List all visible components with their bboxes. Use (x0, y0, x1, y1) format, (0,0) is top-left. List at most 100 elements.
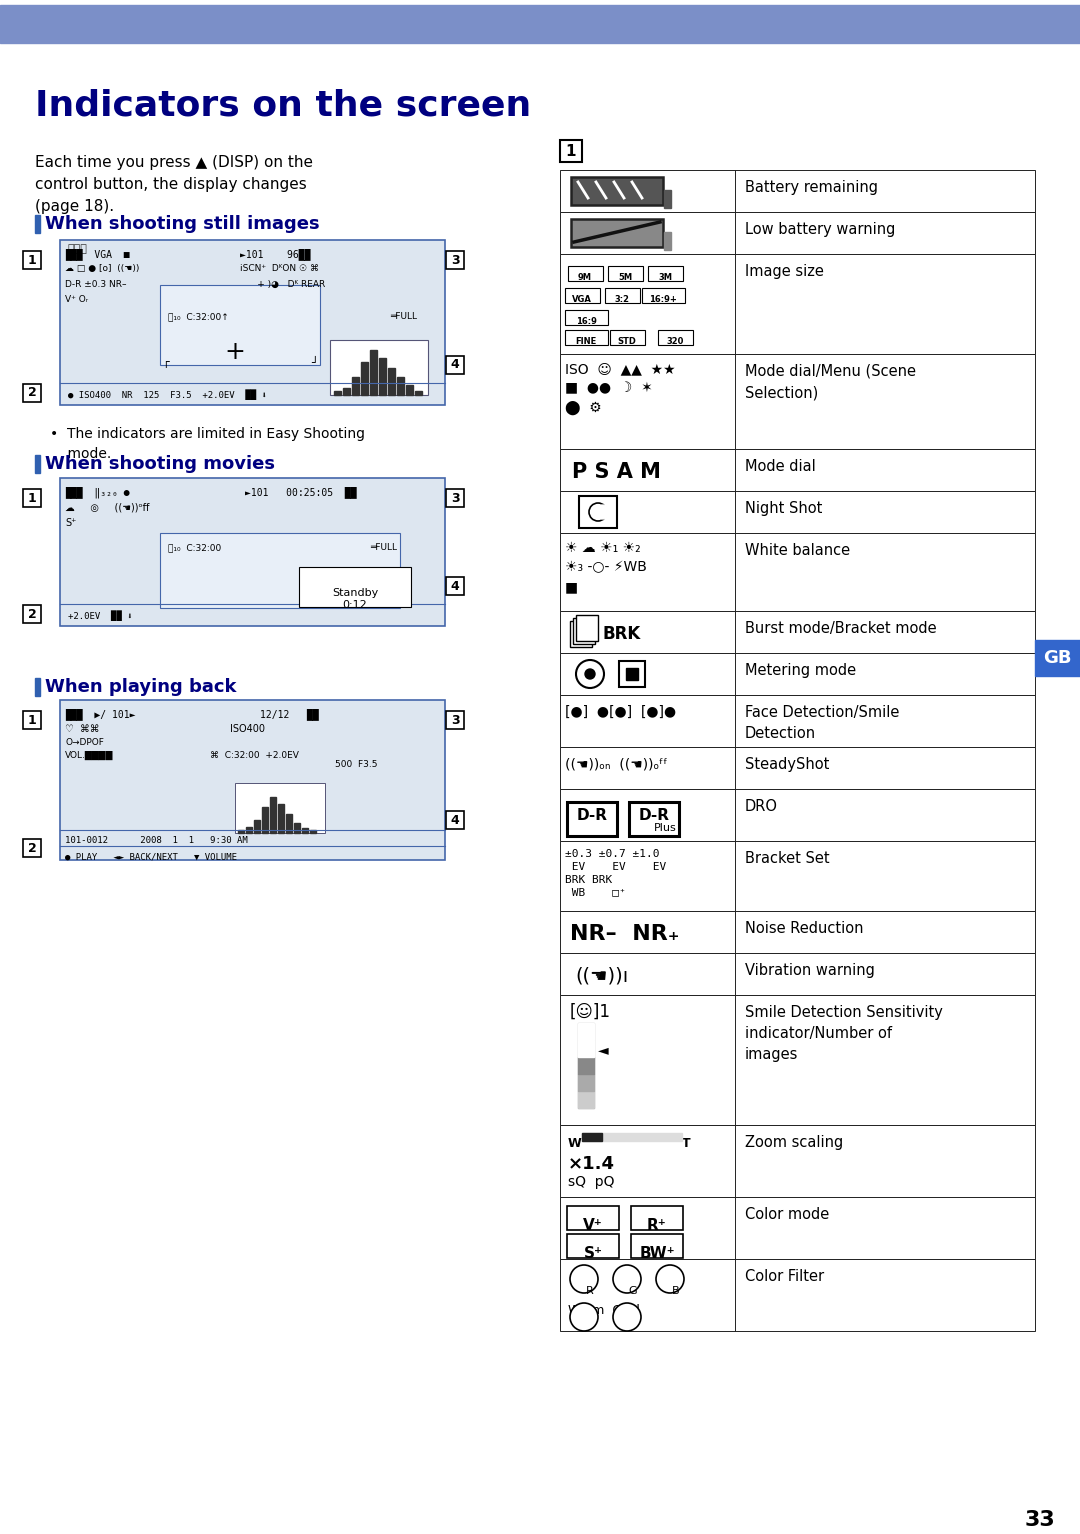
Bar (626, 667, 638, 680)
Text: Each time you press ▲ (DISP) on the
control button, the display changes
(page 18: Each time you press ▲ (DISP) on the cont… (35, 155, 313, 215)
Text: NR–  NR₊: NR– NR₊ (570, 923, 679, 943)
Bar (262, 807, 268, 833)
Circle shape (570, 1266, 598, 1293)
Bar (561, 611, 1035, 653)
Text: ═FULL: ═FULL (370, 543, 397, 552)
Text: ◄: ◄ (598, 1043, 609, 1057)
Bar (330, 341, 428, 394)
FancyBboxPatch shape (446, 252, 464, 268)
Text: Standby: Standby (332, 588, 378, 598)
Text: 1: 1 (28, 253, 37, 267)
Bar (561, 1124, 1035, 1197)
Bar (310, 830, 316, 833)
FancyBboxPatch shape (561, 140, 582, 163)
Text: 1: 1 (28, 491, 37, 505)
Text: STD: STD (618, 337, 636, 347)
Text: VGA: VGA (572, 295, 592, 304)
Bar (270, 796, 276, 833)
Text: ███  ‖₃₂₀ ●: ███ ‖₃₂₀ ● (65, 486, 130, 499)
Text: 2: 2 (28, 842, 37, 854)
Text: 4: 4 (450, 580, 459, 592)
Text: ((☚))ı: ((☚))ı (575, 966, 629, 985)
Text: 12/12   ██: 12/12 ██ (260, 709, 319, 719)
Text: Vibration warning: Vibration warning (745, 963, 875, 979)
Text: Plus: Plus (654, 824, 677, 833)
Circle shape (613, 1302, 642, 1332)
Text: •  The indicators are limited in Easy Shooting
    mode.: • The indicators are limited in Easy Sho… (50, 426, 365, 460)
Text: ☁ □ ● [o]  ((☚)): ☁ □ ● [o] ((☚)) (65, 264, 139, 273)
Bar (0, 5, 1080, 43)
Text: ═FULL: ═FULL (390, 311, 417, 321)
Text: ISO400: ISO400 (230, 724, 265, 733)
Bar (388, 368, 395, 394)
Bar (415, 391, 422, 394)
FancyBboxPatch shape (609, 330, 645, 345)
Circle shape (596, 505, 610, 518)
Bar (582, 1134, 602, 1141)
FancyBboxPatch shape (446, 356, 464, 374)
Bar (60, 239, 445, 405)
FancyBboxPatch shape (565, 287, 599, 302)
Text: 3: 3 (450, 253, 459, 267)
Text: 4: 4 (450, 813, 459, 827)
Text: ● PLAY   ◄► BACK/NEXT   ▼ VOLUME: ● PLAY ◄► BACK/NEXT ▼ VOLUME (65, 851, 237, 861)
Text: ►101   00:25:05  ██: ►101 00:25:05 ██ (245, 486, 356, 499)
Text: BW⁺: BW⁺ (639, 1246, 675, 1261)
Text: Mode dial/Menu (Scene
Selection): Mode dial/Menu (Scene Selection) (745, 364, 916, 400)
FancyBboxPatch shape (658, 330, 692, 345)
Bar (352, 377, 359, 394)
Text: ⌘  C:32:00  +2.0EV: ⌘ C:32:00 +2.0EV (210, 752, 299, 759)
FancyBboxPatch shape (570, 621, 592, 647)
Text: Color Filter: Color Filter (745, 1269, 824, 1284)
Text: ×1.4: ×1.4 (568, 1155, 615, 1174)
Text: 33: 33 (1025, 1509, 1055, 1529)
Text: Color mode: Color mode (745, 1207, 829, 1223)
Text: Burst mode/Bracket mode: Burst mode/Bracket mode (745, 621, 936, 637)
Bar (406, 385, 413, 394)
FancyBboxPatch shape (607, 265, 643, 281)
Text: Smile Detection Sensitivity
indicator/Number of
images: Smile Detection Sensitivity indicator/Nu… (745, 1005, 943, 1062)
Text: R⁺: R⁺ (647, 1218, 666, 1233)
Text: ISO  ☺  ▲▲  ★★
■  ●●  ☽  ✶
⬤  ⚙: ISO ☺ ▲▲ ★★ ■ ●● ☽ ✶ ⬤ ⚙ (565, 362, 676, 416)
FancyBboxPatch shape (631, 1206, 683, 1230)
Text: VOL.████: VOL.████ (65, 752, 113, 761)
Text: ☁     ◎     ((☚))ᵒff: ☁ ◎ ((☚))ᵒff (65, 502, 149, 512)
Text: D-R: D-R (638, 807, 670, 822)
Text: V⁺: V⁺ (583, 1218, 603, 1233)
Text: BRK: BRK (602, 624, 640, 643)
Bar (561, 953, 1035, 996)
Text: S⁺: S⁺ (65, 518, 77, 528)
FancyBboxPatch shape (567, 265, 603, 281)
FancyBboxPatch shape (573, 618, 595, 644)
Bar (370, 350, 377, 394)
Text: Noise Reduction: Noise Reduction (745, 920, 864, 936)
Text: 2: 2 (28, 607, 37, 620)
Bar (334, 391, 341, 394)
Bar (294, 822, 300, 833)
Text: O→DPOF: O→DPOF (65, 738, 104, 747)
Text: sQ  pQ: sQ pQ (568, 1175, 615, 1189)
FancyBboxPatch shape (619, 661, 645, 687)
Text: V⁺ Oᵣ: V⁺ Oᵣ (65, 295, 89, 304)
Circle shape (589, 503, 607, 522)
Text: ♡  ⌘⌘: ♡ ⌘⌘ (65, 724, 99, 733)
Bar (254, 821, 260, 833)
Text: 3: 3 (450, 491, 459, 505)
Bar (561, 1259, 1035, 1332)
Text: When playing back: When playing back (45, 678, 237, 696)
Text: Indicators on the screen: Indicators on the screen (35, 87, 531, 123)
Text: D-R ±0.3 NR–: D-R ±0.3 NR– (65, 281, 126, 288)
Bar (160, 285, 320, 365)
Text: B: B (672, 1285, 679, 1296)
Bar (35, 215, 40, 233)
FancyBboxPatch shape (565, 310, 607, 325)
Bar (561, 996, 1035, 1124)
Text: 9M: 9M (578, 273, 592, 282)
FancyBboxPatch shape (629, 802, 679, 836)
Text: 3M: 3M (658, 273, 672, 282)
Text: ►101    96██: ►101 96██ (240, 249, 311, 259)
Text: Image size: Image size (745, 264, 824, 279)
Text: ┘: ┘ (311, 357, 318, 368)
Text: 5M: 5M (618, 273, 632, 282)
Text: FINE: FINE (576, 337, 596, 347)
